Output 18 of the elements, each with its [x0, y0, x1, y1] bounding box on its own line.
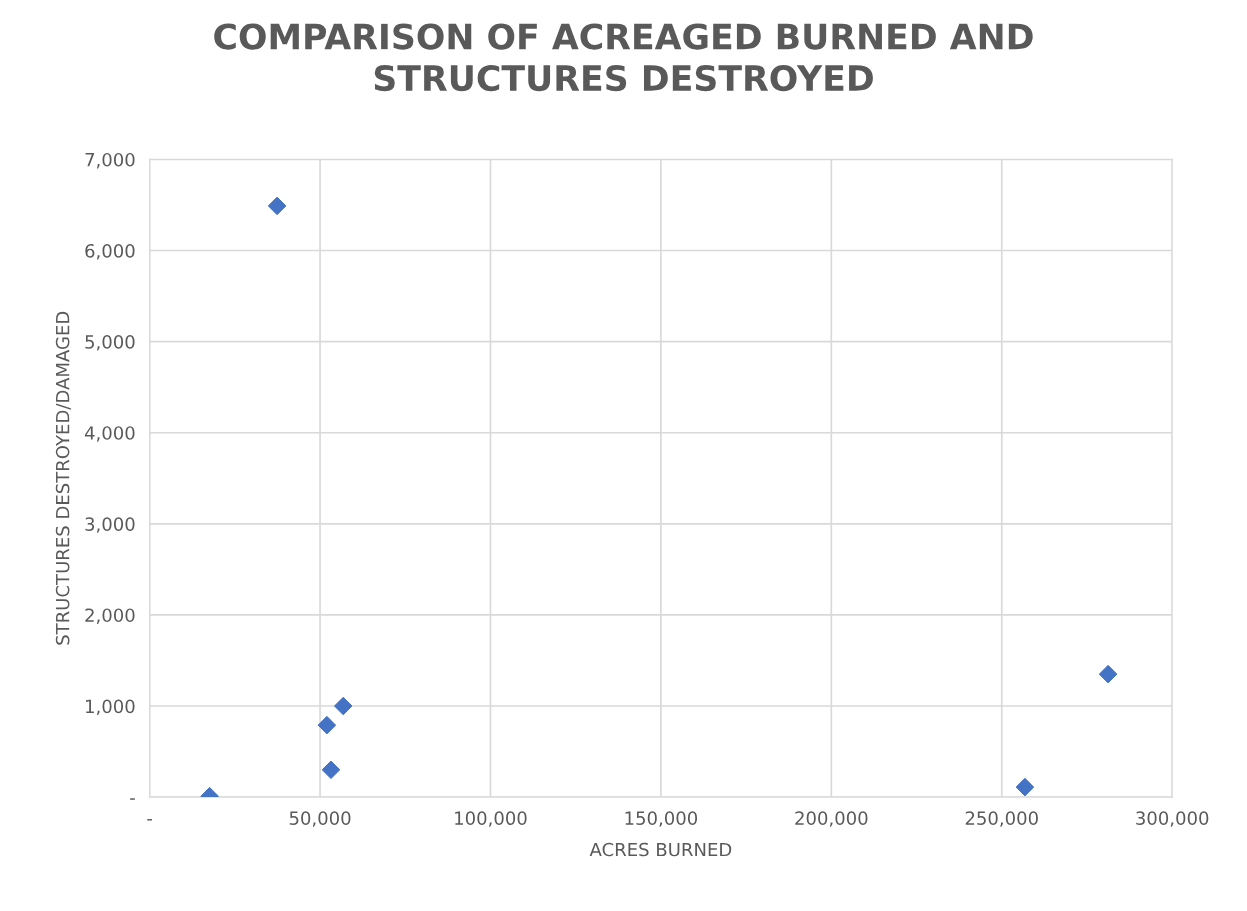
x-tick-label: -	[147, 819, 153, 821]
y-tick-label: 3,000	[85, 517, 135, 533]
y-tick-label: 5,000	[85, 335, 135, 351]
y-tick-label: 7,000	[85, 152, 135, 169]
x-tick-label: 150,000	[625, 811, 698, 827]
y-axis-title: STRUCTURES DESTROYED/DAMAGED	[55, 311, 71, 645]
y-tick-label: 4,000	[84, 426, 135, 442]
x-tick-label: 250,000	[965, 811, 1038, 827]
x-tick-label: 200,000	[795, 811, 868, 827]
y-tick-label: 6,000	[85, 243, 135, 260]
x-axis-title: ACRES BURNED	[589, 842, 732, 857]
chart-title: COMPARISON OF ACREAGED BURNED AND STRUCTURES DESTROYED	[214, 23, 1033, 92]
x-tick-label: 300,000	[1136, 811, 1209, 827]
y-tick-label: 2,000	[85, 608, 135, 624]
y-tick-label: -	[130, 798, 135, 800]
y-tick-label: 1,000	[86, 699, 135, 715]
x-tick-label: 100,000	[455, 811, 527, 827]
x-tick-label: 50,000	[289, 811, 351, 827]
